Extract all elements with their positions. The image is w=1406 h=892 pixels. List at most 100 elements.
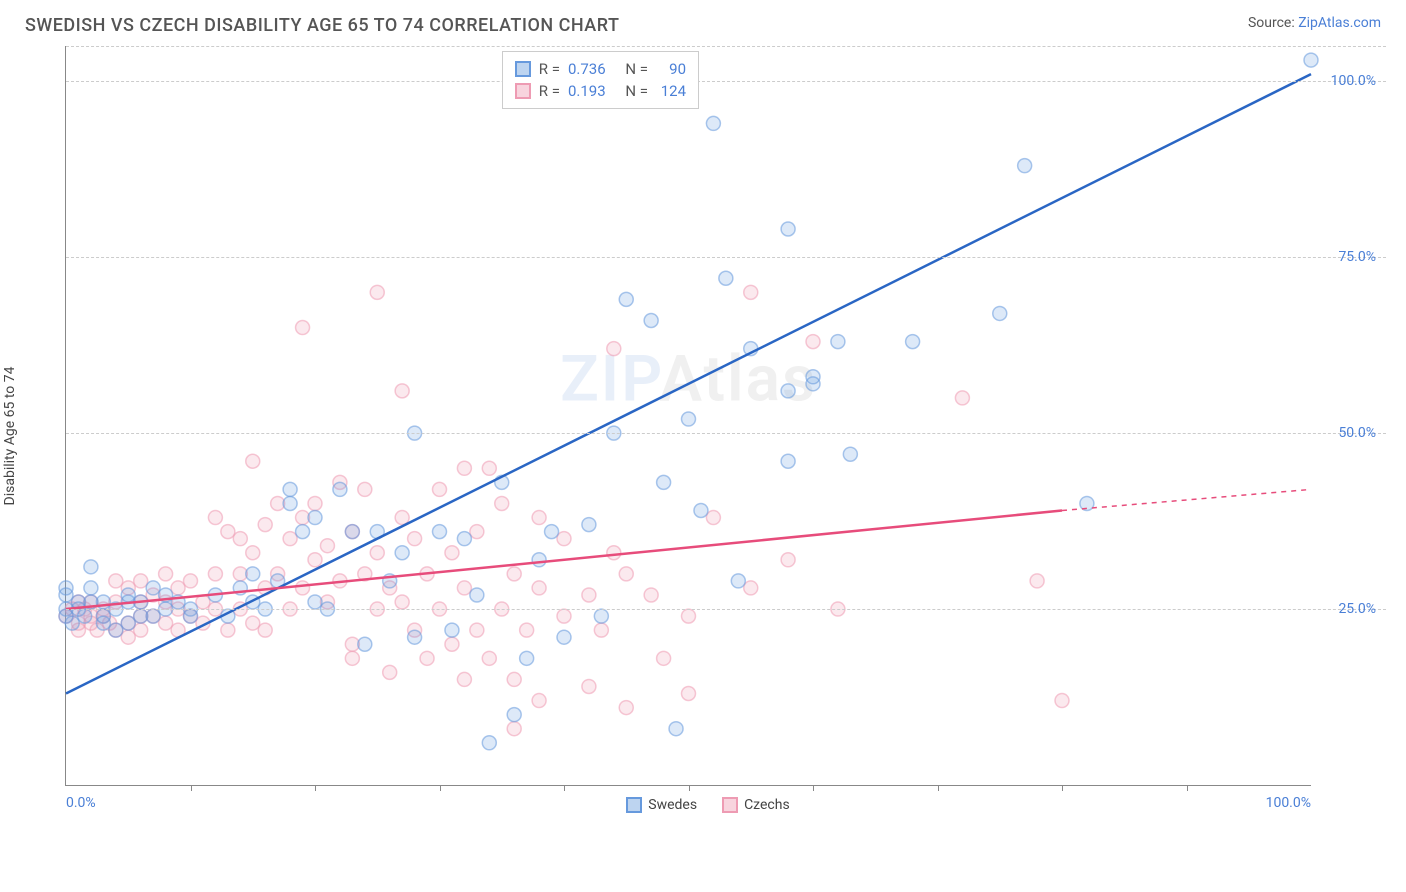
scatter-point	[582, 679, 596, 693]
scatter-point	[296, 321, 310, 335]
n-label: N =	[625, 58, 648, 80]
scatter-point	[296, 525, 310, 539]
scatter-point	[283, 496, 297, 510]
scatter-point	[78, 609, 92, 623]
czechs-n-value: 124	[656, 80, 686, 102]
scatter-point	[121, 588, 135, 602]
swedes-legend-icon	[626, 797, 642, 813]
scatter-point	[308, 553, 322, 567]
scatter-point	[420, 651, 434, 665]
scatter-point	[594, 609, 608, 623]
scatter-point	[482, 651, 496, 665]
scatter-point	[781, 222, 795, 236]
scatter-point	[283, 532, 297, 546]
scatter-point	[383, 665, 397, 679]
scatter-point	[532, 553, 546, 567]
scatter-point	[408, 630, 422, 644]
scatter-point	[84, 581, 98, 595]
scatter-point	[246, 454, 260, 468]
scatter-point	[582, 518, 596, 532]
scatter-point	[1055, 694, 1069, 708]
scatter-point	[134, 574, 148, 588]
stats-row-swedes: R = 0.736 N = 90	[515, 58, 686, 80]
scatter-point	[457, 581, 471, 595]
scatter-point	[1304, 53, 1318, 67]
source-attribution: Source: ZipAtlas.com	[1248, 15, 1381, 31]
scatter-point	[619, 567, 633, 581]
n-label: N =	[625, 80, 648, 102]
plot-area: ZIPAtlas R = 0.736 N = 90 R = 0.193 N = …	[65, 46, 1311, 786]
scatter-point	[208, 567, 222, 581]
scatter-point	[159, 616, 173, 630]
chart-title: SWEDISH VS CZECH DISABILITY AGE 65 TO 74…	[25, 15, 619, 36]
scatter-point	[470, 525, 484, 539]
scatter-point	[433, 525, 447, 539]
swedes-swatch-icon	[515, 61, 531, 77]
scatter-point	[370, 546, 384, 560]
scatter-point	[445, 623, 459, 637]
stats-legend: R = 0.736 N = 90 R = 0.193 N = 124	[502, 51, 699, 109]
scatter-point	[246, 616, 260, 630]
scatter-point	[457, 532, 471, 546]
czechs-legend-icon	[722, 797, 738, 813]
swedes-legend-label: Swedes	[648, 797, 697, 813]
scatter-point	[246, 546, 260, 560]
scatter-point	[121, 630, 135, 644]
scatter-point	[445, 637, 459, 651]
scatter-point	[258, 518, 272, 532]
scatter-point	[843, 447, 857, 461]
scatter-point	[657, 475, 671, 489]
source-link[interactable]: ZipAtlas.com	[1298, 15, 1381, 31]
scatter-point	[65, 616, 79, 630]
y-tick-label: 75.0%	[1338, 249, 1376, 265]
scatter-point	[320, 539, 334, 553]
scatter-point	[1018, 159, 1032, 173]
scatter-point	[557, 532, 571, 546]
scatter-point	[358, 637, 372, 651]
scatter-point	[345, 651, 359, 665]
y-tick-label: 100.0%	[1331, 73, 1376, 89]
scatter-point	[706, 116, 720, 130]
scatter-point	[507, 672, 521, 686]
scatter-point	[831, 335, 845, 349]
scatter-point	[482, 736, 496, 750]
scatter-point	[59, 581, 73, 595]
scatter-point	[806, 335, 820, 349]
scatter-point	[159, 567, 173, 581]
scatter-point	[146, 609, 160, 623]
scatter-point	[781, 553, 795, 567]
scatter-point	[333, 482, 347, 496]
scatter-point	[906, 335, 920, 349]
scatter-point	[146, 581, 160, 595]
legend-item-swedes: Swedes	[626, 797, 697, 813]
scatter-point	[607, 546, 621, 560]
czechs-r-value: 0.193	[568, 80, 606, 102]
scatter-point	[507, 708, 521, 722]
scatter-point	[594, 623, 608, 637]
y-tick-label: 25.0%	[1338, 601, 1376, 617]
scatter-point	[370, 285, 384, 299]
scatter-point	[520, 651, 534, 665]
scatter-point	[532, 511, 546, 525]
scatter-point	[121, 616, 135, 630]
scatter-point	[246, 567, 260, 581]
trend-line-extrapolated	[1062, 489, 1311, 510]
scatter-point	[682, 412, 696, 426]
scatter-point	[619, 292, 633, 306]
scatter-point	[545, 525, 559, 539]
scatter-point	[233, 532, 247, 546]
r-label: R =	[539, 58, 560, 80]
scatter-point	[109, 574, 123, 588]
y-tick-label: 50.0%	[1338, 425, 1376, 441]
scatter-point	[744, 285, 758, 299]
source-label: Source:	[1248, 15, 1295, 31]
scatter-point	[507, 567, 521, 581]
scatter-point	[308, 496, 322, 510]
scatter-point	[221, 623, 235, 637]
czechs-swatch-icon	[515, 83, 531, 99]
scatter-point	[482, 461, 496, 475]
swedes-r-value: 0.736	[568, 58, 606, 80]
scatter-point	[358, 482, 372, 496]
scatter-point	[457, 461, 471, 475]
scatter-point	[557, 630, 571, 644]
